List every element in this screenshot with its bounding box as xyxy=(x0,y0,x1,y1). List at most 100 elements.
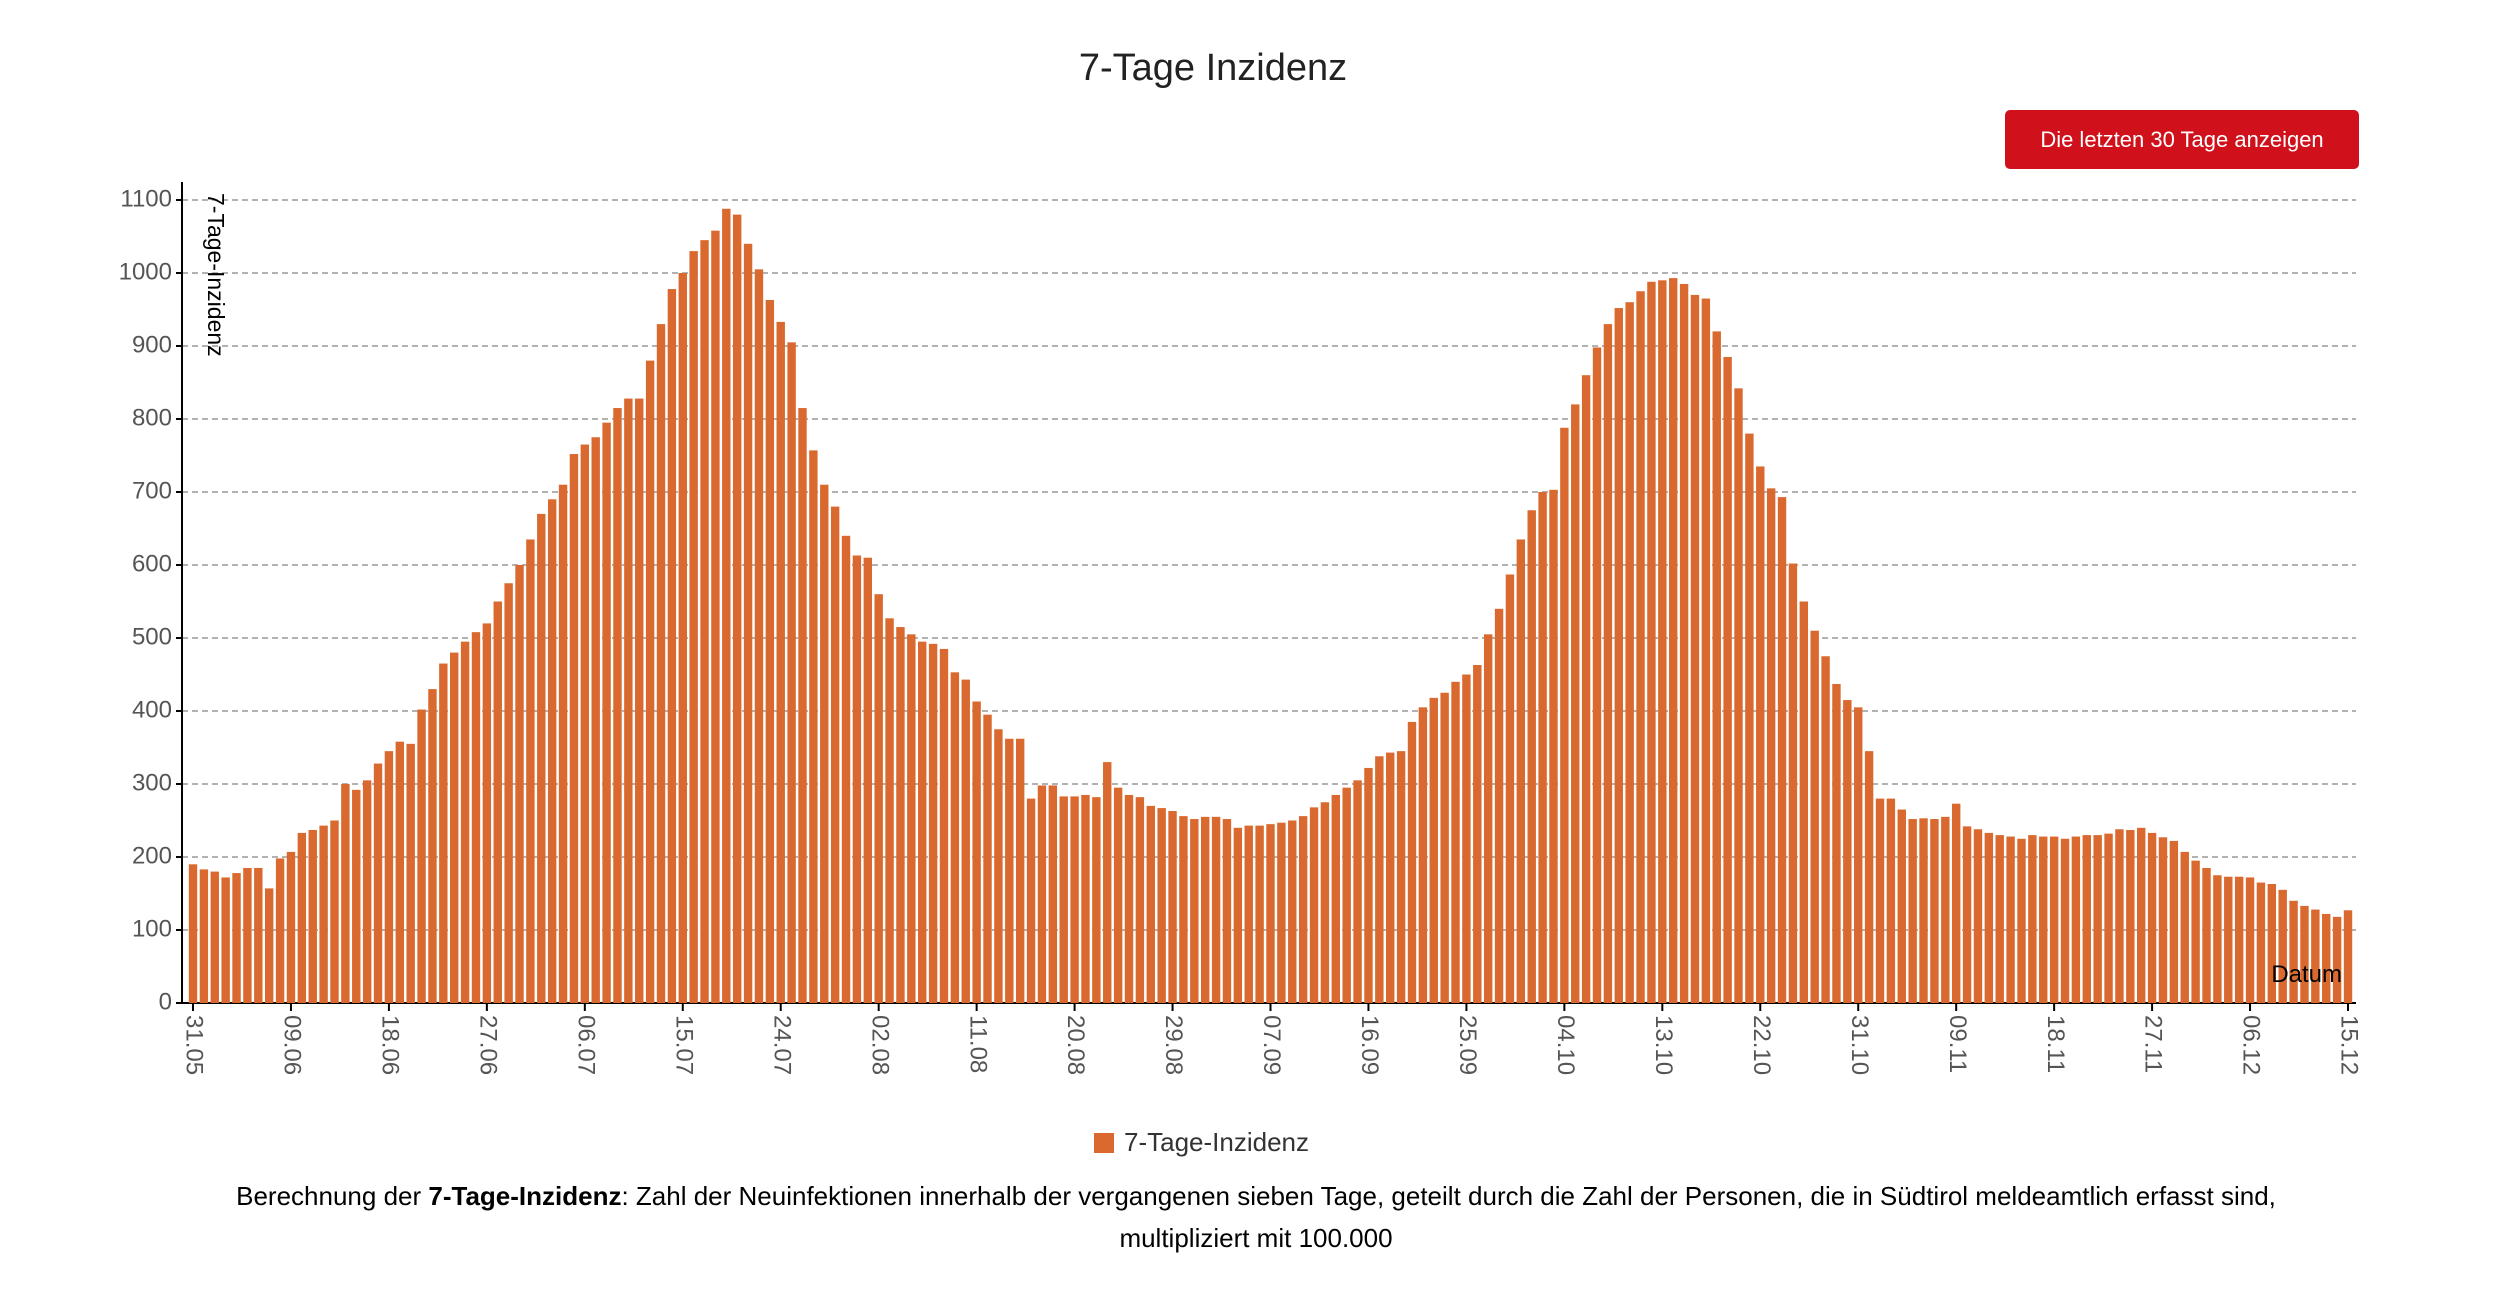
bar xyxy=(1690,294,1700,1003)
bar xyxy=(1745,433,1754,1004)
bar xyxy=(330,820,339,1003)
bar xyxy=(319,825,328,1003)
bar xyxy=(2115,829,2124,1003)
bar xyxy=(2289,900,2298,1003)
bar xyxy=(1712,331,1721,1003)
bar xyxy=(863,557,872,1003)
bar xyxy=(373,763,383,1003)
bar xyxy=(1799,601,1809,1003)
bar xyxy=(2343,910,2353,1003)
bar xyxy=(2300,905,2309,1003)
bar xyxy=(210,871,219,1003)
bar xyxy=(188,864,198,1003)
y-tick-label: 100 xyxy=(132,915,172,942)
footnote: Berechnung der 7-Tage-Inzidenz: Zahl der… xyxy=(0,1175,2512,1259)
bar xyxy=(1211,816,1221,1003)
bar xyxy=(2028,835,2037,1003)
bar xyxy=(1734,388,1743,1004)
bar xyxy=(275,858,285,1003)
legend-label: 7-Tage-Inzidenz xyxy=(1124,1127,1309,1157)
bar xyxy=(1048,785,1058,1003)
bar xyxy=(1353,780,1362,1003)
bar xyxy=(2224,876,2233,1003)
bar xyxy=(1919,818,1928,1003)
bar xyxy=(2126,829,2135,1003)
bar xyxy=(1669,278,1678,1003)
bar xyxy=(1146,805,1155,1003)
bar xyxy=(341,784,350,1003)
bar xyxy=(1331,794,1341,1003)
bar xyxy=(1200,816,1210,1003)
bar xyxy=(1309,807,1319,1003)
bar xyxy=(1581,375,1591,1003)
y-tick-label: 700 xyxy=(132,477,172,504)
bar xyxy=(1897,809,1906,1003)
bar xyxy=(820,484,829,1003)
bar xyxy=(1788,563,1798,1003)
bar xyxy=(243,867,252,1003)
bar xyxy=(504,583,513,1003)
bar xyxy=(2234,876,2244,1003)
bar xyxy=(1941,816,1950,1003)
bar xyxy=(2006,836,2015,1003)
bar xyxy=(994,729,1003,1003)
bar xyxy=(1527,510,1536,1003)
bar xyxy=(1962,826,1972,1003)
bar xyxy=(569,454,579,1003)
footnote-bold: 7-Tage-Inzidenz xyxy=(428,1181,622,1211)
footnote-text: multipliziert mit 100.000 xyxy=(1119,1223,1393,1253)
bar xyxy=(2039,836,2048,1003)
bar xyxy=(1549,489,1558,1003)
y-tick-label: 800 xyxy=(132,404,172,431)
bar xyxy=(711,230,720,1003)
bar xyxy=(2017,838,2026,1003)
bar xyxy=(732,214,742,1004)
bar xyxy=(1005,738,1014,1003)
bar xyxy=(1658,280,1667,1003)
bar xyxy=(1864,751,1874,1003)
bar xyxy=(678,273,687,1003)
bar xyxy=(1854,707,1863,1003)
y-tick-label: 600 xyxy=(132,550,172,577)
bar xyxy=(1113,787,1123,1003)
bar xyxy=(1157,808,1166,1003)
bar xyxy=(1494,608,1504,1003)
bar xyxy=(1701,298,1711,1003)
bar xyxy=(1015,738,1025,1003)
bar xyxy=(254,867,263,1003)
bar xyxy=(667,289,677,1003)
bar xyxy=(1386,752,1395,1003)
bar xyxy=(1625,302,1634,1003)
bar xyxy=(406,743,415,1003)
bar xyxy=(1190,819,1199,1003)
bar xyxy=(1723,356,1732,1003)
bar xyxy=(1277,822,1286,1003)
bar xyxy=(1483,634,1493,1003)
bar xyxy=(395,741,404,1003)
bar xyxy=(308,829,317,1003)
y-tick-label: 900 xyxy=(132,331,172,358)
bar xyxy=(602,422,611,1003)
bar xyxy=(1026,798,1036,1003)
bar xyxy=(1244,825,1253,1003)
bar xyxy=(1451,681,1460,1003)
bar xyxy=(547,499,557,1003)
y-tick-label: 300 xyxy=(132,769,172,796)
bar xyxy=(939,648,949,1003)
bar xyxy=(1538,492,1547,1003)
last-30-days-button[interactable]: Die letzten 30 Tage anzeigen xyxy=(2005,110,2359,169)
bar xyxy=(526,539,535,1003)
bar xyxy=(352,789,361,1003)
bar xyxy=(896,627,905,1003)
bar xyxy=(2082,835,2091,1003)
bar xyxy=(1407,721,1417,1003)
bar xyxy=(918,641,927,1003)
bar xyxy=(2311,909,2320,1003)
bar xyxy=(1342,787,1351,1003)
bar xyxy=(961,679,970,1003)
bar xyxy=(471,632,481,1003)
bar xyxy=(874,594,883,1003)
bar xyxy=(885,618,894,1003)
bar xyxy=(1984,832,1994,1003)
bar xyxy=(1288,820,1297,1003)
